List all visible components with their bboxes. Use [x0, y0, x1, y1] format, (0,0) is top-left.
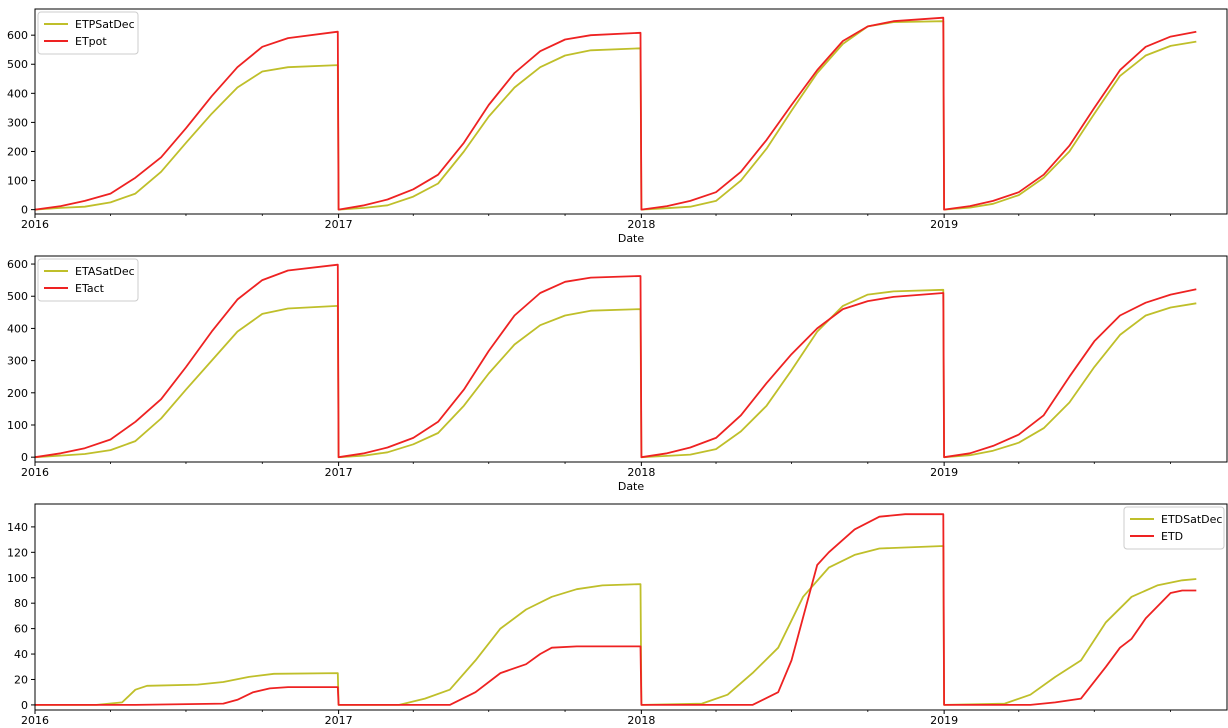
x-tick-label: 2017 — [325, 466, 353, 479]
y-tick-label: 600 — [7, 258, 28, 271]
chart-panel-1: 0 100 200 300 400 500 600 2016 2017 2018 2019 Date E… — [7, 8, 1228, 245]
legend-box — [37, 11, 139, 55]
y-tick-label: 500 — [7, 58, 28, 71]
y-tick-label: 300 — [7, 116, 28, 129]
x-axis-label: Date — [618, 480, 645, 493]
legend-label: ETact — [75, 282, 105, 295]
y-tick-label: 0 — [21, 699, 28, 712]
plot-frame — [34, 8, 1228, 215]
legend: ETPSatDec ETpot — [37, 11, 139, 55]
y-tick-label: 400 — [7, 322, 28, 335]
series-line-ETD — [35, 513, 1197, 706]
x-tick-label: 2019 — [930, 218, 958, 231]
y-tick-label: 100 — [7, 572, 28, 585]
plot-frame — [34, 255, 1228, 463]
legend-box — [37, 258, 139, 302]
legend-label: ETASatDec — [75, 265, 135, 278]
x-tick-label: 2018 — [627, 218, 655, 231]
chart-panel-3: 0 20 40 60 80 100 120 140 2016 2017 2018 2019 ETDSat… — [7, 503, 1228, 727]
x-axis-label: Date — [618, 232, 645, 245]
x-tick-label: 2017 — [325, 714, 353, 727]
y-tick-label: 100 — [7, 419, 28, 432]
y-tick-label: 40 — [14, 648, 28, 661]
y-tick-label: 200 — [7, 387, 28, 400]
x-tick-label: 2019 — [930, 714, 958, 727]
x-tick-label: 2016 — [21, 466, 49, 479]
series-line-ETDSatDec — [35, 545, 1197, 706]
legend: ETASatDec ETact — [37, 258, 139, 302]
legend-label: ETDSatDec — [1161, 513, 1222, 526]
legend-label: ETPSatDec — [75, 18, 135, 31]
y-tick-label: 200 — [7, 145, 28, 158]
y-tick-label: 100 — [7, 175, 28, 188]
legend-label: ETpot — [75, 35, 107, 48]
x-tick-label: 2018 — [627, 466, 655, 479]
y-tick-label: 140 — [7, 521, 28, 534]
legend: ETDSatDec ETD — [1123, 506, 1225, 550]
y-tick-label: 300 — [7, 355, 28, 368]
y-tick-label: 60 — [14, 623, 28, 636]
x-tick-label: 2016 — [21, 714, 49, 727]
y-tick-label: 80 — [14, 597, 28, 610]
y-tick-label: 120 — [7, 546, 28, 559]
chart-panel-2: 0 100 200 300 400 500 600 2016 2017 2018 2019 Date E… — [7, 255, 1228, 493]
y-tick-label: 400 — [7, 87, 28, 100]
legend-label: ETD — [1161, 530, 1183, 543]
y-tick-label: 20 — [14, 673, 28, 686]
x-tick-label: 2019 — [930, 466, 958, 479]
series-line-ETPSatDec — [34, 20, 1197, 211]
legend-box — [1123, 506, 1225, 550]
series-line-ETpot — [34, 16, 1197, 211]
x-tick-label: 2017 — [325, 218, 353, 231]
x-tick-label: 2018 — [627, 714, 655, 727]
y-tick-label: 0 — [21, 204, 28, 217]
y-tick-label: 500 — [7, 290, 28, 303]
x-tick-label: 2016 — [21, 218, 49, 231]
series-line-ETact — [34, 263, 1197, 459]
plot-frame — [34, 503, 1228, 711]
y-tick-label: 600 — [7, 29, 28, 42]
y-tick-label: 0 — [21, 451, 28, 464]
